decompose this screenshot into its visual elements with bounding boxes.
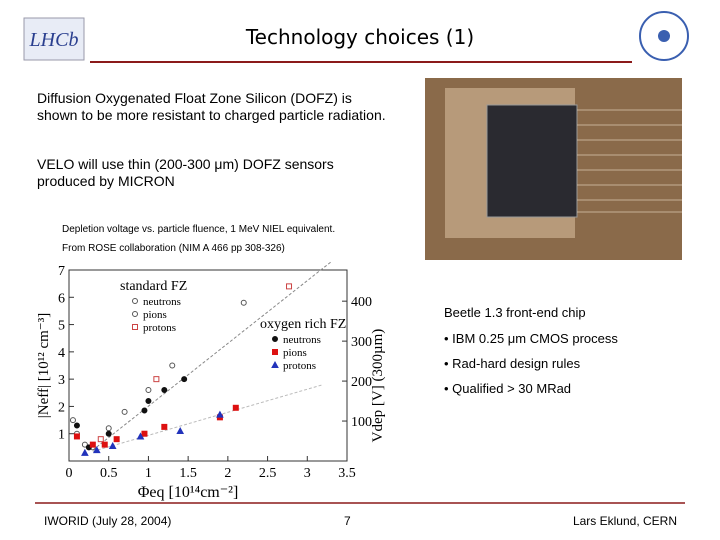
data-point [105, 430, 112, 437]
data-point [145, 397, 152, 404]
y2-axis-label: Vdep [V] (300µm) [370, 329, 386, 443]
data-point [89, 441, 96, 448]
footer-right: Lars Eklund, CERN [572, 514, 677, 528]
data-point [73, 433, 80, 440]
footer-left: IWORID (July 28, 2004) [44, 514, 172, 528]
legend-label: neutrons [283, 334, 321, 346]
figure-caption: Depletion voltage vs. particle fluence, … [62, 224, 336, 235]
legend-title: standard FZ [120, 279, 187, 294]
data-point [73, 422, 80, 429]
x-tick-label: 0 [66, 466, 73, 481]
data-point [81, 441, 88, 448]
data-point [240, 299, 247, 306]
data-point [101, 441, 108, 448]
y2-tick-label: 300 [351, 335, 372, 350]
x-axis-label: Φeq [10¹⁴cm⁻²] [138, 484, 239, 501]
legend-marker [132, 324, 138, 330]
y-axis-label: |Neff| [10¹² cm⁻³] [36, 313, 52, 418]
legend-label: protons [143, 322, 176, 334]
x-tick-label: 1.5 [179, 466, 197, 481]
fit-line [92, 261, 332, 451]
data-point [161, 423, 168, 430]
x-tick-label: 0.5 [100, 466, 118, 481]
chart: 0 0.5 1 1.5 2 2.5 3 3.5 1 2 3 4 5 6 7 100 200 300 400 Φeq [… [36, 261, 386, 501]
figure-caption: From ROSE collaboration (NIM A 466 pp 30… [62, 243, 285, 254]
y2-tick-label: 200 [351, 375, 372, 390]
data-point [92, 446, 101, 454]
x-tick-label: 3.5 [338, 466, 356, 481]
fit-line [92, 384, 324, 452]
paragraph-line: shown to be more resistant to charged pa… [37, 107, 386, 123]
chip-bullet: • Qualified > 30 MRad [444, 381, 572, 396]
velo-logo-core [658, 30, 670, 42]
data-point [216, 410, 224, 418]
data-point [153, 376, 160, 383]
y-tick-label: 5 [58, 319, 65, 334]
data-point [108, 441, 117, 449]
x-tick-label: 2 [224, 466, 231, 481]
data-point [81, 448, 89, 456]
legend-marker [132, 311, 138, 317]
legend-label: pions [283, 347, 307, 359]
data-point [145, 387, 152, 394]
data-point [176, 426, 185, 434]
legend-title: oxygen rich FZ [260, 317, 346, 332]
y2-tick-label: 400 [351, 295, 372, 310]
plot-frame [68, 269, 348, 462]
y-tick-label: 1 [58, 428, 65, 443]
data-point [113, 436, 120, 443]
chip-die [486, 104, 578, 218]
legend-marker [272, 336, 278, 342]
chip-caption: Beetle 1.3 front-end chip [444, 305, 586, 320]
y-tick-label: 4 [58, 346, 65, 361]
legend-label: neutrons [143, 296, 181, 308]
y-tick-label: 3 [58, 373, 65, 388]
x-tick-label: 3 [304, 466, 311, 481]
slide-title: Technology choices (1) [245, 25, 475, 49]
legend-marker [132, 298, 138, 304]
legend-label: protons [283, 360, 316, 372]
chip-bullet: • IBM 0.25 μm CMOS process [444, 331, 618, 346]
data-point [232, 404, 239, 411]
x-tick-label: 2.5 [259, 466, 277, 481]
data-point [69, 417, 76, 424]
footer-page: 7 [344, 514, 351, 528]
legend-marker [271, 360, 279, 368]
data-point [141, 430, 148, 437]
y-tick-label: 6 [58, 291, 65, 306]
data-point [97, 436, 104, 443]
data-point [181, 376, 188, 383]
data-point [136, 432, 145, 440]
y-tick-label: 7 [58, 264, 65, 279]
y-tick-label: 2 [58, 400, 65, 415]
data-point [286, 283, 293, 290]
y2-tick-label: 100 [351, 415, 372, 430]
paragraph-line: produced by MICRON [37, 173, 175, 189]
legend-label: pions [143, 309, 167, 321]
logo-box [23, 17, 85, 61]
paragraph-line: VELO will use thin (200-300 μm) DOFZ sen… [37, 156, 334, 172]
legend-marker [272, 349, 278, 355]
data-point [121, 408, 128, 415]
data-point [141, 407, 148, 414]
data-point [161, 387, 168, 394]
paragraph-line: Diffusion Oxygenated Float Zone Silicon … [37, 90, 352, 106]
data-point [169, 362, 176, 369]
velo-logo [639, 11, 689, 61]
x-tick-label: 1 [145, 466, 152, 481]
data-point [105, 425, 112, 432]
logo-text: LHCb [29, 29, 79, 51]
chip-pins [577, 109, 682, 213]
chip-bullet: • Rad-hard design rules [444, 356, 581, 371]
